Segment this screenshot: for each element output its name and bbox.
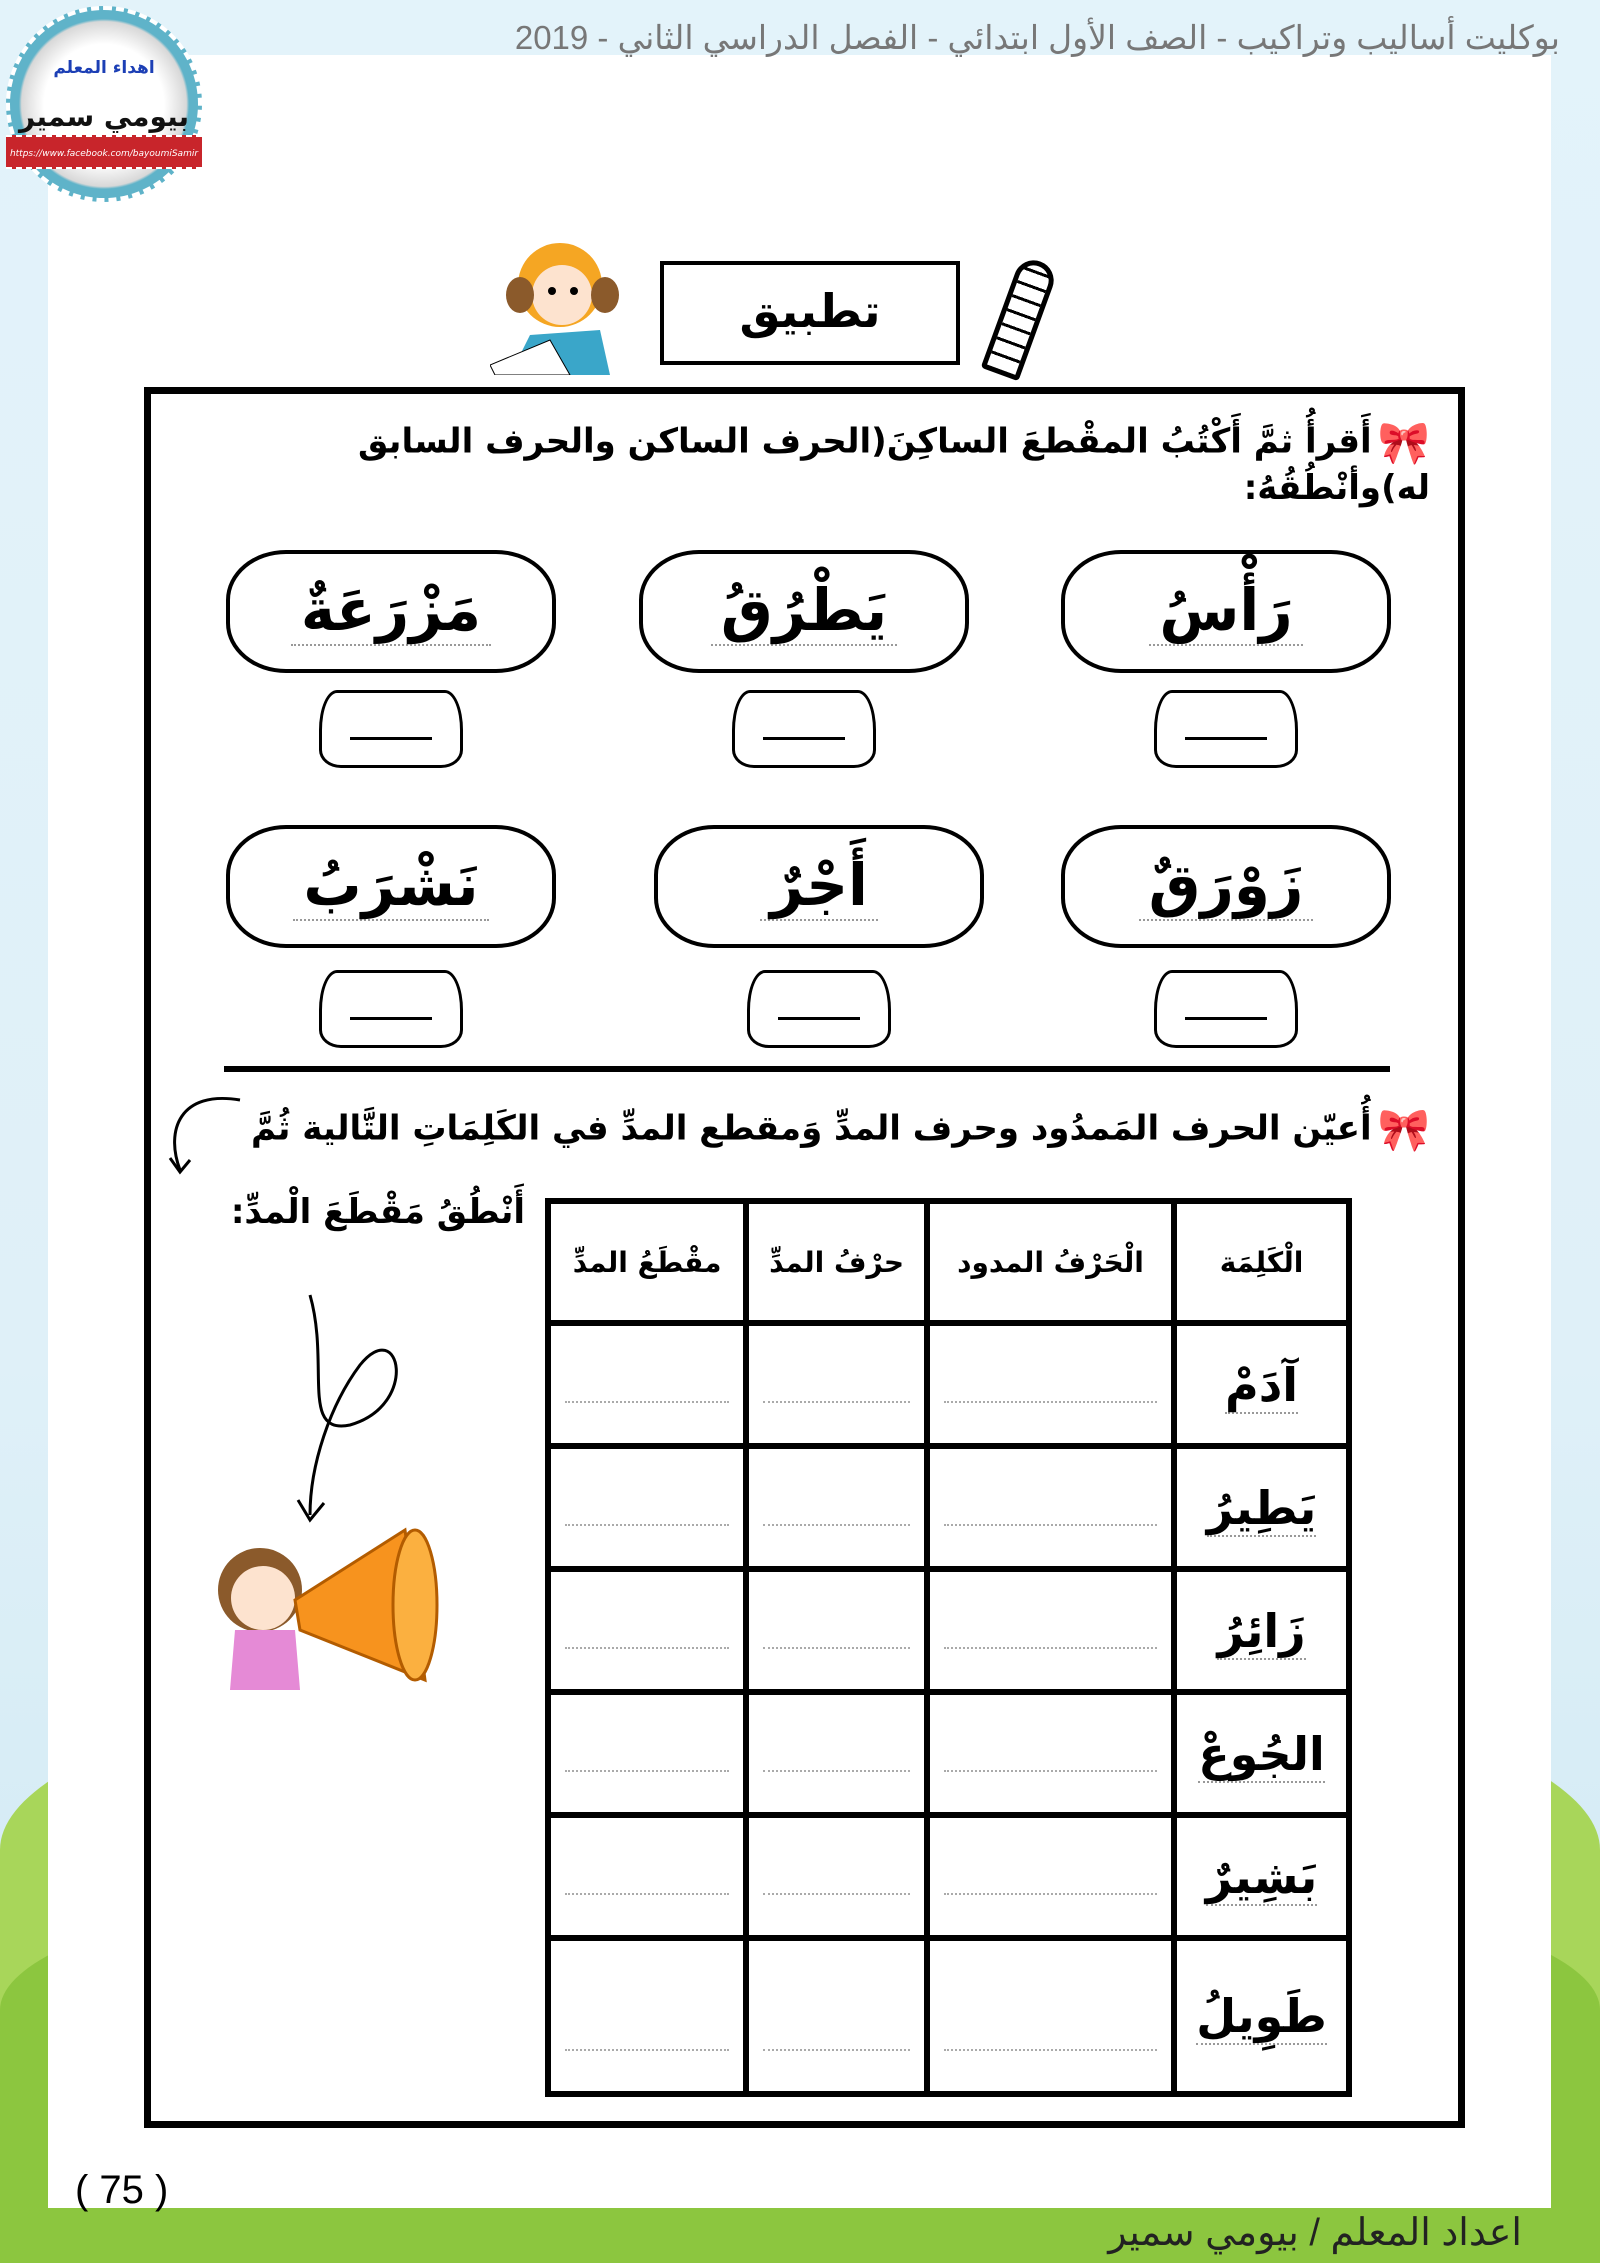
- bow-icon: 🎀: [1377, 1105, 1430, 1154]
- page-number: ( 75 ): [75, 2168, 169, 2212]
- answer-cell[interactable]: [923, 1443, 1178, 1572]
- word: الجُوعْ: [1198, 1726, 1325, 1783]
- word-cell: يَطِيرُ: [1171, 1443, 1352, 1572]
- exercise1-instruction: 🎀أَقرأُ ثمَّ أَكْتُبُ المقْطعَ الساكِنَ(…: [180, 418, 1430, 508]
- word-cell: زَائِرُ: [1171, 1566, 1352, 1695]
- section-title: تطبيق: [660, 261, 960, 365]
- column-header: الْكَلِمَة: [1171, 1198, 1352, 1326]
- word: زَائِرُ: [1217, 1603, 1306, 1660]
- word-card: مَزْرَعَةٌ: [226, 550, 556, 673]
- table-row: آدَمْ: [544, 1320, 1352, 1449]
- answer-cell[interactable]: [544, 1566, 750, 1695]
- header-title: بوكليت أساليب وتراكيب - الصف الأول ابتدا…: [514, 19, 1560, 56]
- table-header-row: الْكَلِمَة الْحَرْفُ المدود حرْفُ المدِّ…: [544, 1198, 1352, 1326]
- answer-cell[interactable]: [743, 1320, 930, 1449]
- word-cell: الجُوعْ: [1171, 1689, 1352, 1818]
- exercise2-instruction: 🎀أُعيّن الحرف المَمدُود وحرف المدِّ وَمق…: [250, 1105, 1430, 1155]
- badge-line2: بيومي سمير: [18, 100, 190, 133]
- instruction-text: أَقرأُ ثمَّ أَكْتُبُ المقْطعَ الساكِنَ(ا…: [358, 421, 1430, 509]
- answer-cell[interactable]: [544, 1689, 750, 1818]
- section-divider: [224, 1066, 1390, 1072]
- table-row: يَطِيرُ: [544, 1443, 1352, 1572]
- table-row: طَوِيلُ: [544, 1935, 1352, 2097]
- word-card: يَطْرُقُ: [639, 550, 969, 673]
- word-card: زَوْرَقٌ: [1061, 825, 1391, 948]
- word: بَشِيرٌ: [1205, 1849, 1318, 1906]
- table-row: بَشِيرٌ: [544, 1812, 1352, 1941]
- answer-cell[interactable]: [544, 1320, 750, 1449]
- column-header: الْحَرْفُ المدود: [923, 1198, 1178, 1326]
- exercise2-instruction-line2: أَنْطُقُ مَقْطَعَ الْمدِّ:: [230, 1192, 525, 1232]
- answer-cell[interactable]: [743, 1443, 930, 1572]
- badge-url: https://www.facebook.com/bayoumiSamir: [6, 135, 202, 169]
- word: زَوْرَقٌ: [1138, 851, 1314, 921]
- word: طَوِيلُ: [1196, 1989, 1327, 2045]
- word-card: رَأْسُ: [1061, 550, 1391, 673]
- word: يَطِيرُ: [1206, 1480, 1317, 1537]
- word-cell: طَوِيلُ: [1171, 1935, 1352, 2097]
- answer-ribbon[interactable]: [732, 690, 876, 768]
- curved-arrow-icon: [168, 1097, 241, 1175]
- answer-ribbon[interactable]: [319, 970, 463, 1048]
- answer-ribbon[interactable]: [1154, 970, 1298, 1048]
- answer-cell[interactable]: [544, 1812, 750, 1941]
- answer-cell[interactable]: [923, 1566, 1178, 1695]
- swirl-arrow-decoration: [296, 1294, 398, 1523]
- answer-cell[interactable]: [923, 1812, 1178, 1941]
- long-vowel-table: الْكَلِمَة الْحَرْفُ المدود حرْفُ المدِّ…: [544, 1198, 1352, 2097]
- answer-cell[interactable]: [743, 1689, 930, 1818]
- answer-cell[interactable]: [743, 1566, 930, 1695]
- answer-cell[interactable]: [923, 1689, 1178, 1818]
- word: نَشْرَبُ: [293, 851, 489, 921]
- word: يَطْرُقُ: [710, 576, 898, 646]
- author-badge-logo: اهداء المعلم بيومي سمير https://www.face…: [6, 6, 202, 202]
- table-row: زَائِرُ: [544, 1566, 1352, 1695]
- instruction-text: أُعيّن الحرف المَمدُود وحرف المدِّ وَمقط…: [250, 1108, 1372, 1149]
- footer-author: اعداد المعلم / بيومي سمير: [1108, 2212, 1522, 2254]
- word: آدَمْ: [1224, 1357, 1299, 1414]
- answer-cell[interactable]: [544, 1935, 750, 2097]
- word: رَأْسُ: [1149, 576, 1303, 646]
- column-header: حرْفُ المدِّ: [743, 1198, 930, 1326]
- exercise-frame: [144, 387, 1465, 2128]
- word: مَزْرَعَةٌ: [290, 576, 492, 646]
- table-row: الجُوعْ: [544, 1689, 1352, 1818]
- word-cell: بَشِيرٌ: [1171, 1812, 1352, 1941]
- answer-cell[interactable]: [743, 1812, 930, 1941]
- answer-cell[interactable]: [923, 1320, 1178, 1449]
- bow-icon: 🎀: [1377, 418, 1430, 467]
- word-card: أَجْرٌ: [654, 825, 984, 948]
- answer-cell[interactable]: [743, 1935, 930, 2097]
- girl-drawing-illustration: [490, 243, 619, 375]
- answer-cell[interactable]: [544, 1443, 750, 1572]
- answer-ribbon[interactable]: [747, 970, 891, 1048]
- word: أَجْرٌ: [760, 851, 878, 921]
- answer-ribbon[interactable]: [1154, 690, 1298, 768]
- girl-megaphone-illustration: [218, 1527, 439, 1690]
- word-card: نَشْرَبُ: [226, 825, 556, 948]
- answer-cell[interactable]: [923, 1935, 1178, 2097]
- answer-ribbon[interactable]: [319, 690, 463, 768]
- badge-line1: اهداء المعلم: [53, 58, 155, 78]
- column-header: مقْطَعُ المدِّ: [544, 1198, 750, 1326]
- word-cell: آدَمْ: [1171, 1320, 1352, 1449]
